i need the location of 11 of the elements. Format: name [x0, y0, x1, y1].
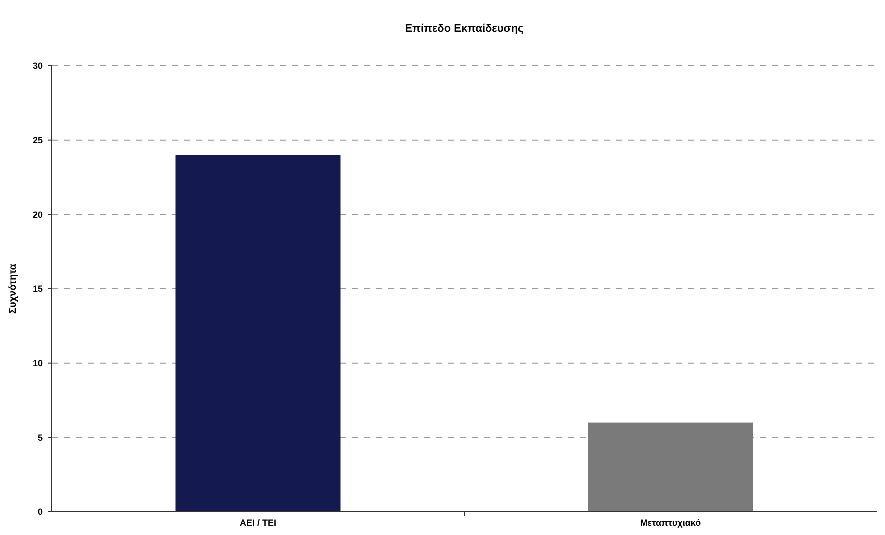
y-axis-title: Συχνότητα — [8, 263, 19, 314]
y-tick-label: 15 — [32, 284, 43, 294]
y-tick-label: 5 — [38, 432, 43, 443]
y-tick-label: 10 — [32, 358, 43, 368]
y-tick-label: 30 — [32, 61, 43, 72]
y-tick-label: 25 — [32, 135, 43, 146]
chart-title: Επίπεδο Εκπαίδευσης — [405, 23, 524, 35]
x-tick-label: Μεταπτυχιακό — [640, 518, 702, 528]
x-tick-label: ΑΕΙ / ΤΕΙ — [240, 518, 277, 528]
y-tick-label: 20 — [32, 210, 43, 220]
y-tick-label: 0 — [38, 507, 43, 518]
